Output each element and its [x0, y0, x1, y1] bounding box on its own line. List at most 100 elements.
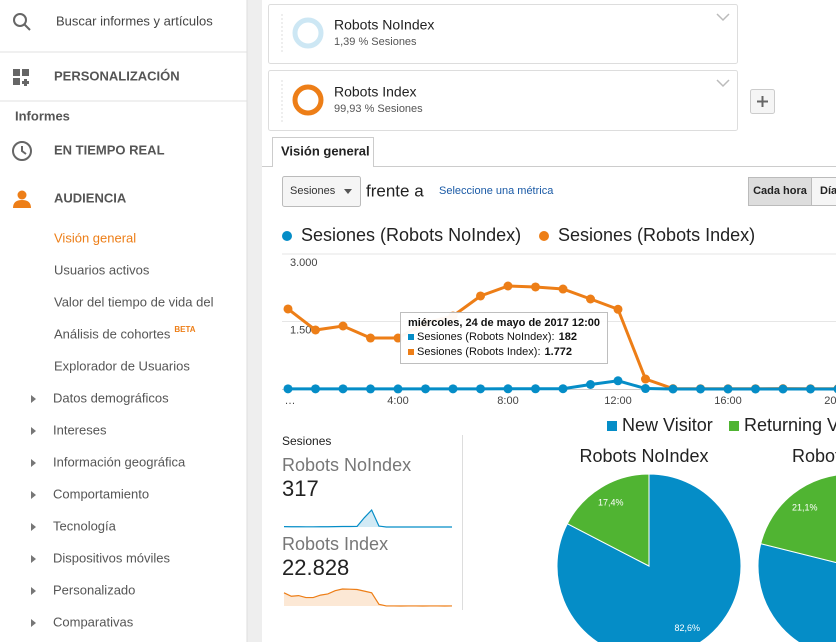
- expand-arrow: [31, 427, 36, 435]
- data-point[interactable]: [613, 304, 623, 314]
- sparklines: [283, 508, 453, 607]
- y-tick-label: 3.000: [290, 257, 318, 269]
- data-point[interactable]: [586, 294, 595, 304]
- x-tick-label: 12:00: [604, 395, 632, 407]
- data-point[interactable]: [503, 281, 513, 291]
- scorecard-name: Robots Index: [282, 534, 388, 554]
- data-point[interactable]: [586, 380, 595, 389]
- data-point[interactable]: [778, 384, 788, 394]
- nav-subitem[interactable]: Valor del tiempo de vida del: [54, 294, 214, 309]
- legend-marker: [539, 231, 549, 241]
- data-point[interactable]: [393, 384, 403, 394]
- data-point[interactable]: [283, 384, 293, 394]
- segment-card[interactable]: Robots Index 99,93 % Sesiones: [268, 70, 738, 131]
- expand-arrow: [31, 555, 36, 563]
- data-point[interactable]: [696, 384, 705, 394]
- legend-label: Sesiones (Robots Index): [558, 225, 755, 245]
- data-point[interactable]: [806, 384, 815, 394]
- data-point[interactable]: [366, 333, 375, 343]
- scorecard-name: Robots NoIndex: [282, 455, 411, 475]
- segment-card[interactable]: Robots NoIndex 1,39 % Sesiones: [268, 4, 738, 64]
- tooltip-value: 182: [559, 331, 577, 343]
- nav-item[interactable]: EN TIEMPO REAL: [54, 142, 165, 157]
- pie-charts: New Visitor Returning Visitor Robots NoInd…: [556, 415, 836, 642]
- nav-item[interactable]: AUDIENCIA: [54, 190, 127, 205]
- nav-subitem[interactable]: Usuarios activos: [54, 262, 150, 277]
- line-chart: Sesiones (Robots NoIndex) Sesiones (Robot…: [282, 225, 836, 407]
- data-point[interactable]: [448, 384, 458, 394]
- x-tick-label: 16:00: [714, 395, 742, 407]
- data-point[interactable]: [668, 384, 678, 394]
- data-point[interactable]: [421, 384, 430, 394]
- data-point[interactable]: [833, 384, 836, 394]
- nav-group[interactable]: Comparativas: [53, 614, 134, 629]
- data-point[interactable]: [723, 384, 733, 394]
- nav-group[interactable]: Intereses: [53, 422, 107, 437]
- segment-name: Robots Index: [334, 84, 417, 100]
- nav-subitem[interactable]: Análisis de cohortes: [54, 326, 171, 341]
- slice-label: 21,1%: [792, 502, 818, 512]
- data-point[interactable]: [503, 384, 513, 394]
- nav-subitem[interactable]: Explorador de Usuarios: [54, 358, 190, 373]
- tooltip: miércoles, 24 de mayo de 2017 12:00 Sesio…: [400, 312, 608, 364]
- data-point[interactable]: [311, 384, 320, 394]
- metric-select[interactable]: Sesiones: [282, 176, 361, 207]
- sidebar-gutter: [247, 0, 262, 642]
- section-heading: Informes: [15, 108, 70, 123]
- beta-badge: BETA: [174, 325, 195, 334]
- period-button[interactable]: Día: [811, 177, 836, 206]
- nav-group[interactable]: Comportamiento: [53, 486, 149, 501]
- legend-label: Returning Visitor: [744, 415, 836, 435]
- period-button[interactable]: Cada hora: [748, 177, 812, 206]
- sparkline-area: [284, 510, 452, 527]
- data-point[interactable]: [283, 304, 293, 314]
- legend-marker: [607, 421, 617, 431]
- nav-group[interactable]: Dispositivos móviles: [53, 550, 171, 565]
- data-point[interactable]: [476, 291, 485, 301]
- tooltip-swatch: [408, 334, 414, 340]
- data-point[interactable]: [338, 321, 348, 331]
- nav-item[interactable]: PERSONALIZACIÓN: [54, 68, 180, 83]
- data-point[interactable]: [476, 384, 485, 394]
- data-point[interactable]: [613, 376, 623, 386]
- slice-label: 82,6%: [674, 623, 700, 633]
- data-point[interactable]: [558, 284, 568, 294]
- slice-label: 17,4%: [598, 498, 624, 508]
- pie-title: Robots Index: [792, 446, 836, 466]
- segment-detail: 99,93 % Sesiones: [334, 103, 423, 115]
- data-point[interactable]: [751, 384, 760, 394]
- sparkline: [283, 588, 453, 607]
- nav-group[interactable]: Tecnología: [53, 518, 117, 533]
- pie-slice[interactable]: [760, 474, 836, 566]
- select-metric-link[interactable]: Seleccione una métrica: [439, 185, 554, 197]
- button-label: Día: [820, 185, 836, 197]
- search-input[interactable]: Buscar informes y artículos: [56, 13, 213, 28]
- tooltip-label: Sesiones (Robots NoIndex):: [417, 331, 555, 343]
- tooltip-label: Sesiones (Robots Index):: [417, 346, 541, 358]
- clock-icon: [12, 141, 32, 161]
- data-point[interactable]: [338, 384, 348, 394]
- pie-slice[interactable]: [757, 474, 836, 642]
- person-icon: [13, 190, 31, 208]
- data-point[interactable]: [641, 374, 650, 384]
- data-point[interactable]: [366, 384, 375, 394]
- nav-group[interactable]: Información geográfica: [53, 454, 186, 469]
- pie-slice[interactable]: [566, 473, 650, 567]
- pie-title: Robots NoIndex: [579, 446, 708, 466]
- sidebar: [0, 0, 247, 642]
- tab-label[interactable]: Visión general: [281, 143, 370, 158]
- x-tick-label: 20:00: [824, 395, 836, 407]
- tooltip-box: [400, 312, 608, 364]
- data-point[interactable]: [641, 384, 650, 394]
- data-point[interactable]: [531, 384, 540, 394]
- data-point[interactable]: [558, 384, 568, 394]
- customization-icon: [13, 69, 29, 86]
- data-point[interactable]: [311, 325, 320, 335]
- nav-group[interactable]: Datos demográficos: [53, 390, 169, 405]
- nav-group[interactable]: Personalizado: [53, 582, 135, 597]
- add-segment-button[interactable]: [750, 89, 775, 114]
- nav-subitem[interactable]: Visión general: [54, 230, 136, 245]
- legend-label: New Visitor: [622, 415, 713, 435]
- data-point[interactable]: [531, 282, 540, 292]
